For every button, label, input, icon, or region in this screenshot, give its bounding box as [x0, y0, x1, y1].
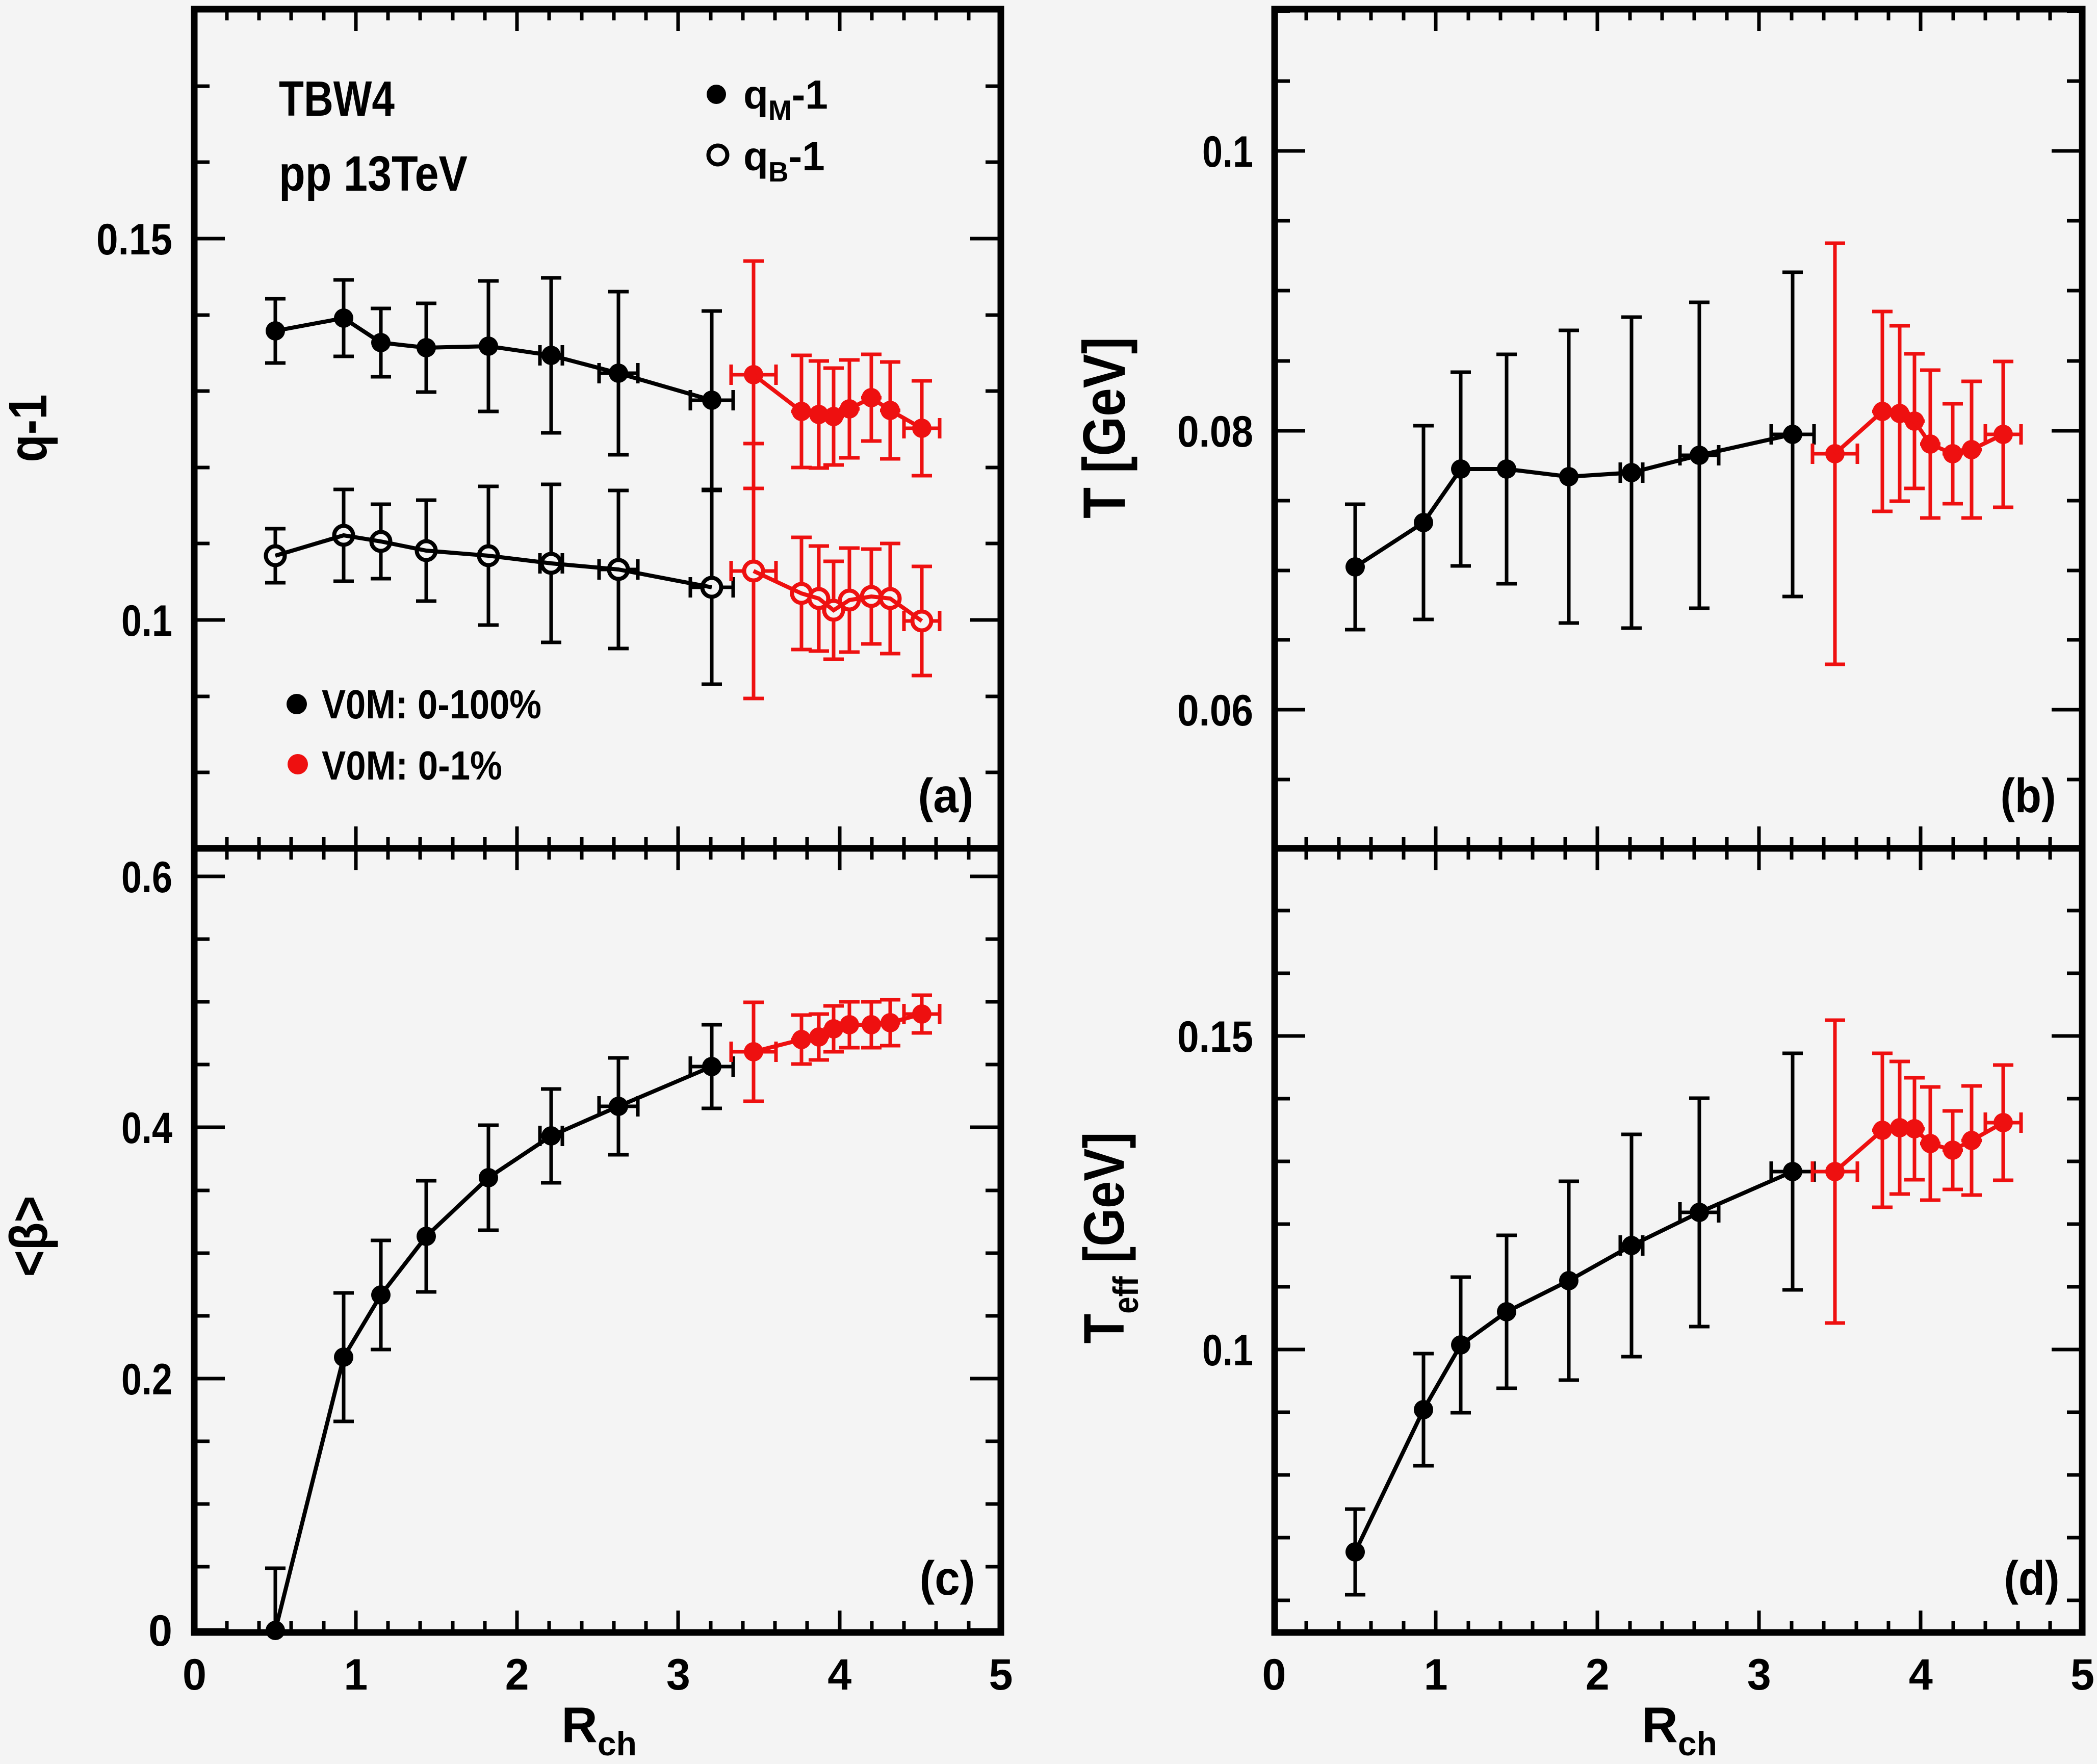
- svg-text:2: 2: [1586, 1650, 1610, 1699]
- svg-text:3: 3: [666, 1650, 690, 1699]
- svg-text:1: 1: [344, 1650, 368, 1699]
- svg-text:0.6: 0.6: [121, 853, 172, 902]
- svg-text:(a): (a): [918, 769, 974, 823]
- svg-text:0.08: 0.08: [1177, 407, 1253, 456]
- svg-text:<β>: <β>: [0, 1196, 59, 1277]
- svg-text:0.15: 0.15: [1177, 1013, 1253, 1061]
- svg-text:5: 5: [2070, 1650, 2094, 1699]
- svg-text:V0M: 0-100%: V0M: 0-100%: [322, 682, 541, 727]
- svg-text:4: 4: [827, 1650, 851, 1699]
- svg-text:0.1: 0.1: [1202, 127, 1253, 176]
- svg-text:5: 5: [989, 1650, 1013, 1699]
- svg-text:0: 0: [148, 1606, 172, 1655]
- svg-text:0: 0: [183, 1650, 206, 1699]
- svg-text:0.15: 0.15: [96, 215, 172, 264]
- svg-text:0.06: 0.06: [1177, 686, 1253, 735]
- svg-text:0.4: 0.4: [121, 1104, 172, 1153]
- svg-text:0: 0: [1262, 1650, 1286, 1699]
- svg-text:qB-1: qB-1: [743, 134, 825, 188]
- svg-text:T [GeV]: T [GeV]: [1071, 337, 1137, 518]
- svg-text:3: 3: [1747, 1650, 1771, 1699]
- svg-text:V0M: 0-1%: V0M: 0-1%: [322, 743, 502, 788]
- svg-text:0.1: 0.1: [1202, 1326, 1253, 1375]
- svg-text:(c): (c): [920, 1551, 975, 1605]
- svg-text:0.1: 0.1: [121, 596, 172, 645]
- svg-text:4: 4: [1909, 1650, 1933, 1699]
- svg-text:2: 2: [505, 1650, 529, 1699]
- svg-text:1: 1: [1424, 1650, 1448, 1699]
- svg-text:0.2: 0.2: [121, 1355, 172, 1404]
- svg-text:(d): (d): [2004, 1551, 2060, 1605]
- svg-text:(b): (b): [2001, 769, 2056, 823]
- svg-text:pp 13TeV: pp 13TeV: [279, 146, 468, 201]
- svg-text:TBW4: TBW4: [279, 71, 395, 126]
- svg-text:q-1: q-1: [0, 395, 58, 462]
